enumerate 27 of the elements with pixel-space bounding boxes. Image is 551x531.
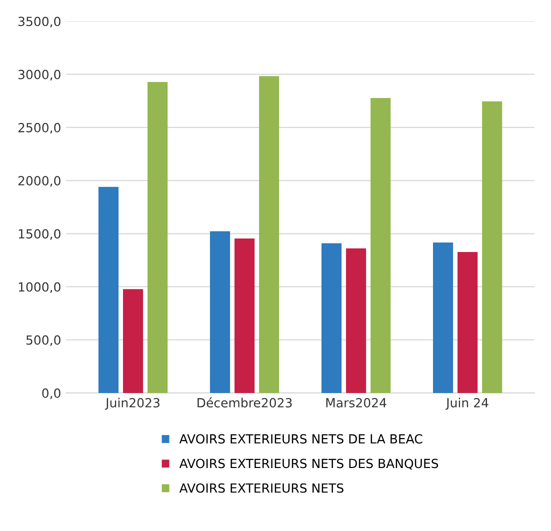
x-tick-label: Décembre2023 bbox=[198, 397, 292, 408]
y-tick-label: 1000,0 bbox=[18, 282, 60, 293]
y-tick-label: 3000,0 bbox=[18, 70, 60, 81]
legend-label: AVOIRS EXTERIEURS NETS bbox=[179, 483, 344, 493]
x-tick-label: Juin2023 bbox=[104, 398, 160, 410]
bar bbox=[210, 231, 230, 393]
y-tick-label: 2000,0 bbox=[18, 176, 60, 187]
y-tick-label: 2500,0 bbox=[18, 122, 60, 134]
x-tick-label: Juin 24 bbox=[445, 398, 488, 410]
bar bbox=[321, 243, 342, 393]
bar bbox=[370, 98, 391, 393]
y-tick-label: 500,0 bbox=[26, 335, 60, 346]
bar bbox=[148, 82, 168, 393]
bar bbox=[234, 238, 255, 393]
bar bbox=[98, 186, 119, 393]
y-tick-label: 1500,0 bbox=[18, 229, 60, 240]
legend-label: AVOIRS EXTERIEURS NETS DE LA BEAC bbox=[179, 434, 422, 444]
bar bbox=[482, 101, 502, 393]
x-tick-label: Mars2024 bbox=[326, 398, 386, 408]
y-tick-label: 0,0 bbox=[42, 388, 60, 400]
bar bbox=[458, 252, 478, 393]
legend-label: AVOIRS EXTERIEURS NETS DES BANQUES bbox=[179, 458, 438, 470]
bar bbox=[432, 242, 454, 393]
bar bbox=[346, 248, 366, 393]
bar bbox=[122, 289, 144, 393]
bar bbox=[259, 76, 280, 393]
y-tick-label: 3500,0 bbox=[18, 16, 60, 28]
